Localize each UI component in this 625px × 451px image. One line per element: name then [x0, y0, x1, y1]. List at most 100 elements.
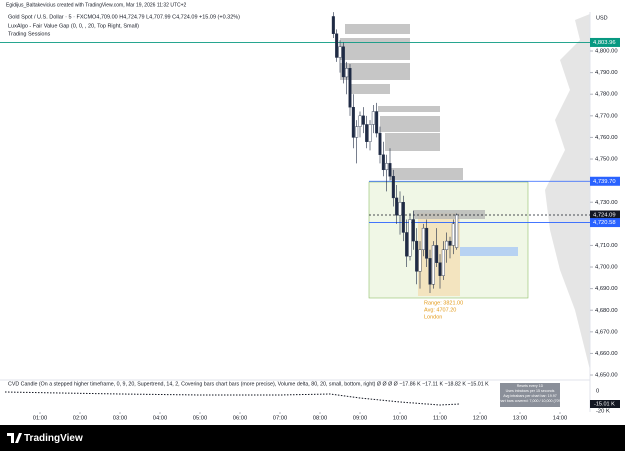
session-label: Avg: 4707.20 — [424, 307, 456, 313]
cvd-info: Uses intrabars per 15 seconds — [506, 389, 555, 393]
fvg-bull-zone — [460, 247, 518, 256]
candle-body — [381, 154, 385, 171]
cvd-series — [4, 391, 461, 406]
y-tick-label: 4,760.00 — [595, 135, 618, 141]
symbol-title: Gold Spot / U.S. Dollar · 5 · FXCM — [8, 14, 92, 20]
candle-body — [361, 115, 365, 125]
candle-body — [365, 124, 369, 142]
footer — [0, 425, 625, 451]
candle-body — [445, 240, 449, 250]
candle-body — [338, 46, 342, 58]
price-badge — [590, 210, 620, 220]
y-tick-label: 4,770.00 — [595, 113, 618, 119]
attribution: Egidijus_Baltakevicius created with Trad… — [6, 2, 187, 8]
candle-body — [438, 262, 442, 276]
session-label: Range: 3821.00 — [424, 300, 463, 306]
x-tick-label: 04:00 — [153, 416, 168, 422]
candle-body — [411, 219, 415, 242]
candle-body — [388, 163, 392, 177]
y-tick-label: 4,660.00 — [595, 351, 618, 357]
cvd-last: -15.01 K — [594, 401, 615, 407]
ohlc-legend: O4,709.00 H4,724.79 L4,707.99 C4,724.09 … — [92, 14, 240, 20]
y-tick-label: 4,670.00 — [595, 329, 618, 335]
fvg-zones — [340, 24, 463, 180]
y-tick-label: 4,650.00 — [595, 373, 618, 379]
price-badge-label: 4,720.58 — [593, 220, 616, 226]
x-tick-label: 10:00 — [393, 416, 408, 422]
x-tick-label: 05:00 — [193, 416, 208, 422]
candle-body — [341, 46, 345, 78]
candle-body — [405, 232, 409, 257]
fvg-zone — [413, 210, 485, 219]
candle-body — [401, 202, 405, 233]
volume-profile — [545, 14, 590, 370]
x-tick-label: 07:00 — [273, 416, 288, 422]
x-tick-label: 06:00 — [233, 416, 248, 422]
price-badge-label: 4,739.70 — [593, 179, 616, 185]
brand: TradingView — [24, 433, 83, 444]
price-badge — [590, 176, 620, 186]
indicator-label: Trading Sessions — [8, 31, 51, 37]
x-tick-label: 14:00 — [553, 416, 568, 422]
y-tick-label: 4,710.00 — [595, 243, 618, 249]
x-tick-label: 11:00 — [433, 416, 447, 422]
candle-body — [358, 115, 362, 127]
x-tick-label: 13:00 — [513, 416, 528, 422]
y-tick-label: 4,750.00 — [595, 157, 618, 163]
x-tick-label: 08:00 — [313, 416, 328, 422]
candle-body — [455, 214, 459, 248]
candle-body — [368, 124, 372, 142]
brand-logo — [7, 433, 22, 443]
y-tick-label: 4,790.00 — [595, 70, 618, 76]
candle-body — [395, 197, 399, 216]
candle-body — [415, 240, 419, 272]
candle-body — [335, 33, 339, 58]
candle-body — [441, 249, 445, 276]
candle-body — [425, 227, 429, 259]
cvd-last-badge — [590, 400, 620, 408]
y-tick-label: 4,730.00 — [595, 200, 618, 206]
candle-body — [391, 176, 395, 199]
candle-body — [348, 68, 352, 108]
price-badge-label: 4,803.96 — [593, 40, 616, 46]
candle-body — [431, 245, 435, 285]
candle-body — [331, 16, 335, 34]
candle-body — [345, 68, 349, 78]
session-label: London — [424, 314, 442, 320]
cvd-axis-label: 0 — [596, 389, 599, 395]
cvd-title: CVD Candle (On a stepped higher timefram… — [8, 381, 489, 387]
cvd-info: Avg intrabars per chart bar: 19.97 — [503, 394, 556, 398]
candle-body — [385, 163, 389, 171]
y-tick-label: 4,680.00 — [595, 308, 618, 314]
price-badge — [590, 218, 620, 228]
indicator-label: LuxAlgo - Fair Value Gap (0, 0, , 20, To… — [8, 23, 139, 29]
candle-body — [428, 258, 432, 285]
cvd-axis-label: -20 K — [596, 409, 610, 415]
x-tick-label: 12:00 — [473, 416, 488, 422]
candle-body — [355, 126, 359, 138]
candle-body — [351, 106, 355, 138]
currency: USD — [596, 15, 608, 21]
candle-body — [418, 249, 422, 272]
x-tick-label: 03:00 — [113, 416, 128, 422]
x-tick-label: 02:00 — [73, 416, 88, 422]
cvd-info-box — [500, 383, 560, 407]
y-tick-label: 4,700.00 — [595, 265, 618, 271]
y-tick-label: 4,800.00 — [595, 49, 618, 55]
candle-body — [398, 202, 402, 216]
candle-body — [435, 245, 439, 263]
candle-body — [408, 219, 412, 257]
candle-body — [421, 227, 425, 250]
price-badge-label: 4,724.09 — [593, 213, 616, 219]
y-tick-label: 4,780.00 — [595, 92, 618, 98]
cvd-info: Resets every 1D — [517, 384, 544, 388]
candle-body — [448, 240, 452, 246]
y-tick-label: 4,690.00 — [595, 286, 618, 292]
candle-body — [375, 111, 379, 134]
x-tick-label: 09:00 — [353, 416, 368, 422]
x-tick-label: 01:00 — [33, 416, 48, 422]
price-badge — [590, 37, 620, 47]
candle-body — [371, 111, 375, 125]
cvd-info: Chart bars covered: 7,000 / 10,000 (70%) — [497, 399, 563, 403]
